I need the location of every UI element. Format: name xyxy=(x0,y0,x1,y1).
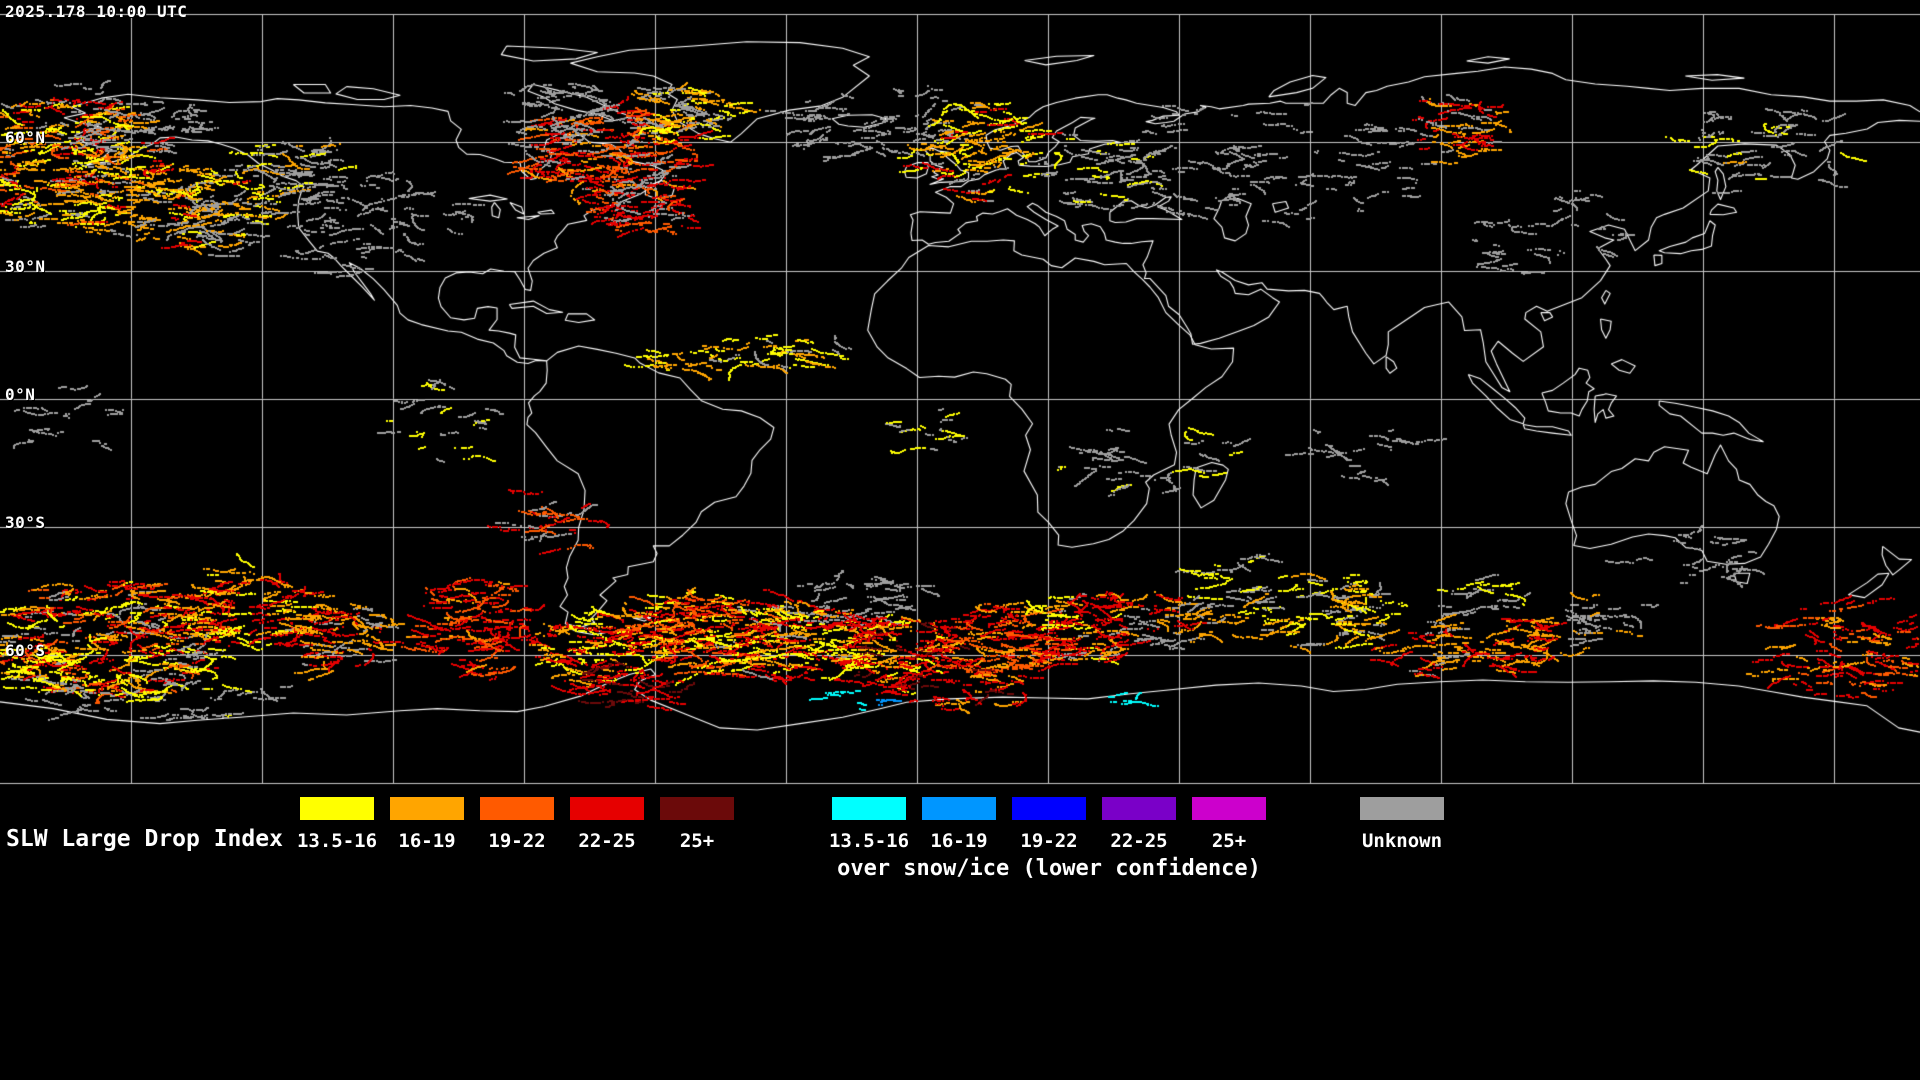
legend-unknown-label: Unknown xyxy=(1361,830,1443,852)
legend-title: SLW Large Drop Index xyxy=(6,826,283,852)
legend-swatch-cyan xyxy=(832,797,906,820)
latitude-label-30s: 30°S xyxy=(5,513,46,532)
legend-snow-subtitle: over snow/ice (lower confidence) xyxy=(837,856,1261,881)
legend-swatch-purple xyxy=(1102,797,1176,820)
legend-class-label: 16-19 xyxy=(930,830,988,852)
legend-class-label: 19-22 xyxy=(488,830,546,852)
timestamp: 2025.178 10:00 UTC xyxy=(5,2,188,21)
legend-class-label: 13.5-16 xyxy=(828,830,910,852)
legend-swatch-red xyxy=(570,797,644,820)
legend-class-label: 22-25 xyxy=(1110,830,1168,852)
legend-swatch-orange_red xyxy=(480,797,554,820)
legend-class-label: 22-25 xyxy=(578,830,636,852)
legend-swatch-blue xyxy=(1012,797,1086,820)
legend-class-label: 13.5-16 xyxy=(296,830,378,852)
legend-swatch-light_blue xyxy=(922,797,996,820)
latitude-label-30n: 30°N xyxy=(5,257,46,276)
latitude-label-60s: 60°S xyxy=(5,641,46,660)
legend-swatch-dark_red xyxy=(660,797,734,820)
legend-swatch-yellow xyxy=(300,797,374,820)
legend-class-label: 25+ xyxy=(1211,830,1247,852)
legend-swatch-unknown xyxy=(1360,797,1444,820)
latitude-label-0n: 0°N xyxy=(5,385,36,404)
legend-class-label: 25+ xyxy=(679,830,715,852)
latitude-label-60n: 60°N xyxy=(5,128,46,147)
legend-class-label: 19-22 xyxy=(1020,830,1078,852)
legend-class-label: 16-19 xyxy=(398,830,456,852)
legend-swatch-orange xyxy=(390,797,464,820)
legend-swatch-magenta xyxy=(1192,797,1266,820)
